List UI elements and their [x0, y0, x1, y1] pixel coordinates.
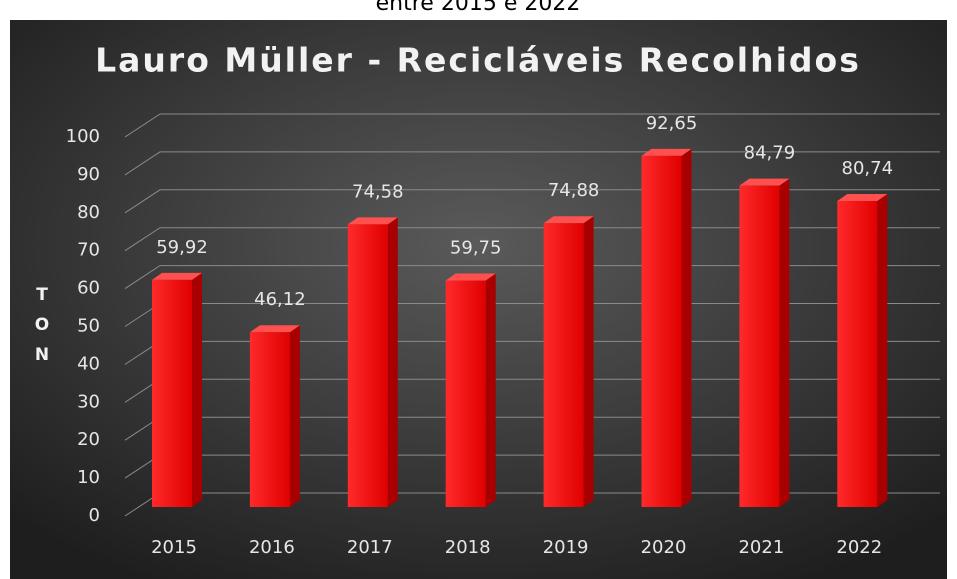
bar-top — [739, 178, 790, 186]
bar-side — [387, 217, 398, 507]
bar-side — [583, 216, 594, 507]
data-label: 92,65 — [646, 113, 698, 134]
y-axis-label: TON — [32, 285, 52, 375]
data-label: 84,79 — [744, 143, 796, 164]
bar-side — [877, 193, 888, 507]
bar — [739, 178, 790, 507]
bar-top — [445, 273, 496, 281]
bar-front — [152, 279, 192, 507]
data-label: 74,58 — [352, 181, 404, 202]
y-tick-label: 80 — [77, 202, 100, 223]
y-tick-label: 40 — [77, 353, 100, 374]
bar-front — [249, 332, 290, 507]
bar-side — [485, 273, 496, 507]
bar-top — [641, 148, 692, 156]
data-label: 80,74 — [842, 158, 894, 179]
x-tick-label: 2015 — [151, 537, 197, 558]
y-tick-label: 10 — [77, 467, 100, 488]
data-label: 74,88 — [548, 180, 600, 201]
x-tick-label: 2022 — [836, 537, 882, 558]
bar — [249, 325, 300, 507]
x-tick-label: 2021 — [738, 537, 784, 558]
bar-front — [837, 200, 878, 507]
data-label: 59,75 — [450, 238, 502, 259]
bar — [347, 217, 398, 507]
bar-side — [289, 325, 300, 507]
data-label: 59,92 — [156, 237, 208, 258]
x-tick-label: 2017 — [347, 537, 393, 558]
bar-front — [445, 280, 486, 507]
bar-top — [543, 216, 594, 224]
subtitle: entre 2015 e 2022 — [376, 0, 581, 16]
y-tick-label: 20 — [77, 429, 100, 450]
x-tick-label: 2018 — [445, 537, 491, 558]
bar — [837, 193, 888, 507]
bar-side — [681, 148, 692, 507]
y-tick-label: 90 — [77, 164, 100, 185]
data-label: 46,12 — [254, 289, 306, 310]
x-tick-label: 2016 — [249, 537, 295, 558]
bar-top — [347, 217, 398, 225]
bar — [152, 272, 202, 507]
y-tick-label: 60 — [77, 278, 100, 299]
bar-top — [249, 325, 300, 333]
grid-line — [124, 113, 940, 138]
bar-front — [641, 155, 682, 507]
bar — [445, 273, 496, 507]
bar-front — [739, 185, 780, 507]
chart-title: Lauro Müller - Recicláveis Recolhidos — [95, 41, 861, 80]
bar-top — [837, 193, 888, 201]
y-tick-label: 0 — [89, 505, 100, 526]
x-tick-label: 2019 — [543, 537, 589, 558]
bar-side — [779, 178, 790, 507]
bar-front — [543, 223, 584, 507]
y-tick-label: 30 — [77, 391, 100, 412]
bar — [543, 216, 594, 507]
bar-side — [192, 272, 202, 507]
y-tick-label: 100 — [66, 126, 100, 147]
bar-front — [347, 224, 388, 507]
x-tick-label: 2020 — [641, 537, 687, 558]
y-tick-label: 50 — [77, 316, 100, 337]
y-tick-label: 70 — [77, 240, 100, 261]
bar-top — [152, 272, 202, 280]
bar — [641, 148, 692, 507]
